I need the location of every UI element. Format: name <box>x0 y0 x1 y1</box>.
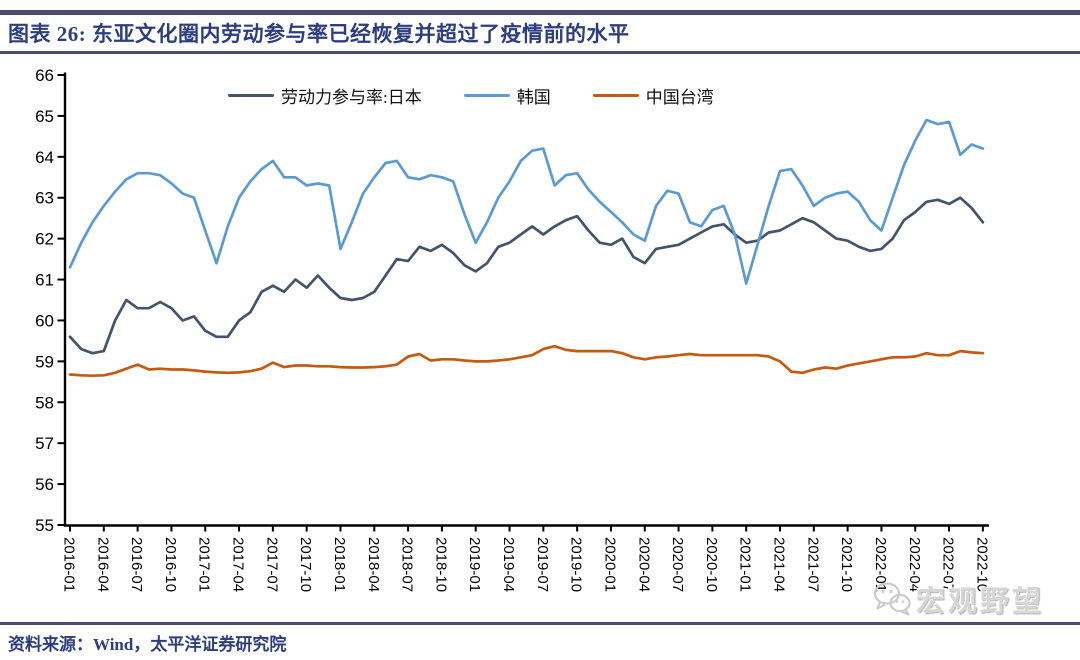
svg-text:66: 66 <box>35 66 54 85</box>
title-separator-rule <box>0 51 1080 54</box>
svg-text:55: 55 <box>35 516 54 535</box>
svg-text:61: 61 <box>35 271 54 290</box>
legend-label-taiwan: 中国台湾 <box>645 88 714 107</box>
legend-item-korea: 韩国 <box>463 83 551 108</box>
legend-label-japan: 劳动力参与率:日本 <box>281 88 422 107</box>
top-rule <box>0 10 1080 15</box>
svg-text:2022-07: 2022-07 <box>940 537 957 592</box>
svg-text:2016-10: 2016-10 <box>162 537 179 592</box>
svg-text:2018-01: 2018-01 <box>331 537 348 592</box>
taiwan-line-swatch <box>592 94 639 97</box>
svg-text:2019-04: 2019-04 <box>500 537 517 592</box>
legend-item-taiwan: 中国台湾 <box>592 83 714 108</box>
svg-text:2021-07: 2021-07 <box>804 537 821 592</box>
svg-text:2020-04: 2020-04 <box>635 537 652 592</box>
svg-text:2019-10: 2019-10 <box>568 537 585 592</box>
svg-text:2021-04: 2021-04 <box>771 537 788 592</box>
svg-text:2020-01: 2020-01 <box>601 537 618 592</box>
svg-text:2018-10: 2018-10 <box>432 537 449 592</box>
svg-text:2021-01: 2021-01 <box>737 537 754 592</box>
svg-text:58: 58 <box>35 393 54 412</box>
svg-text:2022-04: 2022-04 <box>906 537 923 592</box>
svg-text:2021-10: 2021-10 <box>838 537 855 592</box>
svg-text:2017-04: 2017-04 <box>230 537 247 592</box>
svg-text:2022-01: 2022-01 <box>872 537 889 592</box>
svg-text:2019-01: 2019-01 <box>466 537 483 592</box>
svg-text:60: 60 <box>35 311 54 330</box>
svg-text:56: 56 <box>35 475 54 494</box>
svg-text:2016-01: 2016-01 <box>61 537 78 592</box>
svg-text:2016-04: 2016-04 <box>94 537 111 592</box>
footer-separator-rule <box>0 622 1080 625</box>
legend-item-japan: 劳动力参与率:日本 <box>228 83 422 108</box>
data-source-note: 资料来源：Wind，太平洋证券研究院 <box>8 635 287 654</box>
svg-text:2017-07: 2017-07 <box>263 537 280 592</box>
svg-text:2020-07: 2020-07 <box>669 537 686 592</box>
svg-text:2022-10: 2022-10 <box>973 537 990 592</box>
svg-text:2019-07: 2019-07 <box>534 537 551 592</box>
svg-text:57: 57 <box>35 434 54 453</box>
svg-text:2016-07: 2016-07 <box>128 537 145 592</box>
svg-text:59: 59 <box>35 352 54 371</box>
svg-text:64: 64 <box>35 148 54 167</box>
chart-legend: 劳动力参与率:日本 韩国 中国台湾 <box>228 83 714 108</box>
svg-text:2017-01: 2017-01 <box>196 537 213 592</box>
korea-line-swatch <box>463 94 510 97</box>
svg-text:2018-07: 2018-07 <box>399 537 416 592</box>
legend-label-korea: 韩国 <box>516 88 551 107</box>
svg-text:63: 63 <box>35 189 54 208</box>
svg-text:2018-04: 2018-04 <box>365 537 382 592</box>
svg-text:2020-10: 2020-10 <box>703 537 720 592</box>
svg-text:62: 62 <box>35 230 54 249</box>
svg-text:2017-10: 2017-10 <box>297 537 314 592</box>
japan-line-swatch <box>228 94 274 97</box>
svg-text:65: 65 <box>35 107 54 126</box>
chart-title: 图表 26: 东亚文化圈内劳动参与率已经恢复并超过了疫情前的水平 <box>8 22 630 46</box>
